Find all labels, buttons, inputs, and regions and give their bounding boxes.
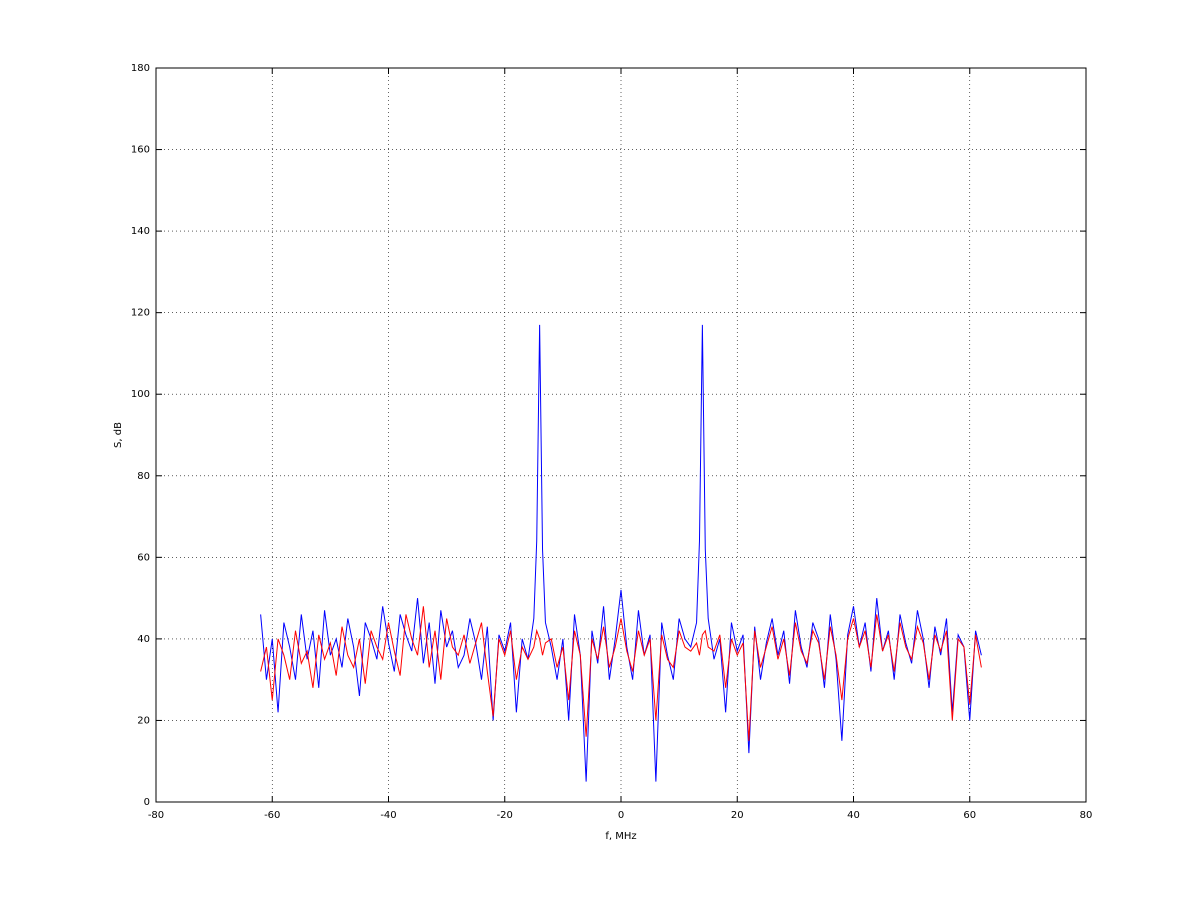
y-tick-label: 100 xyxy=(131,389,150,400)
series-line xyxy=(260,324,982,782)
y-tick-label: 60 xyxy=(137,552,150,563)
y-tick-label: 160 xyxy=(131,145,150,156)
x-tick-label: 20 xyxy=(731,810,744,821)
y-axis-label: S, dB xyxy=(113,422,124,448)
x-tick-label: 80 xyxy=(1080,810,1093,821)
y-tick-label: 0 xyxy=(144,797,150,808)
y-tick-label: 40 xyxy=(137,634,150,645)
x-tick-label: 60 xyxy=(963,810,976,821)
plot-frame xyxy=(155,67,1087,803)
x-axis-label: f, MHz xyxy=(605,831,636,842)
y-tick-label: 80 xyxy=(137,471,150,482)
x-tick-label: 40 xyxy=(847,810,860,821)
y-tick-label: 140 xyxy=(131,226,150,237)
x-tick-label: 0 xyxy=(618,810,624,821)
y-tick-label: 180 xyxy=(131,63,150,74)
x-tick-label: -20 xyxy=(497,810,513,821)
x-tick-label: -60 xyxy=(264,810,280,821)
y-tick-label: 20 xyxy=(137,715,150,726)
x-tick-label: -40 xyxy=(380,810,396,821)
series-line xyxy=(260,606,982,741)
y-tick-label: 120 xyxy=(131,308,150,319)
x-tick-label: -80 xyxy=(148,810,164,821)
